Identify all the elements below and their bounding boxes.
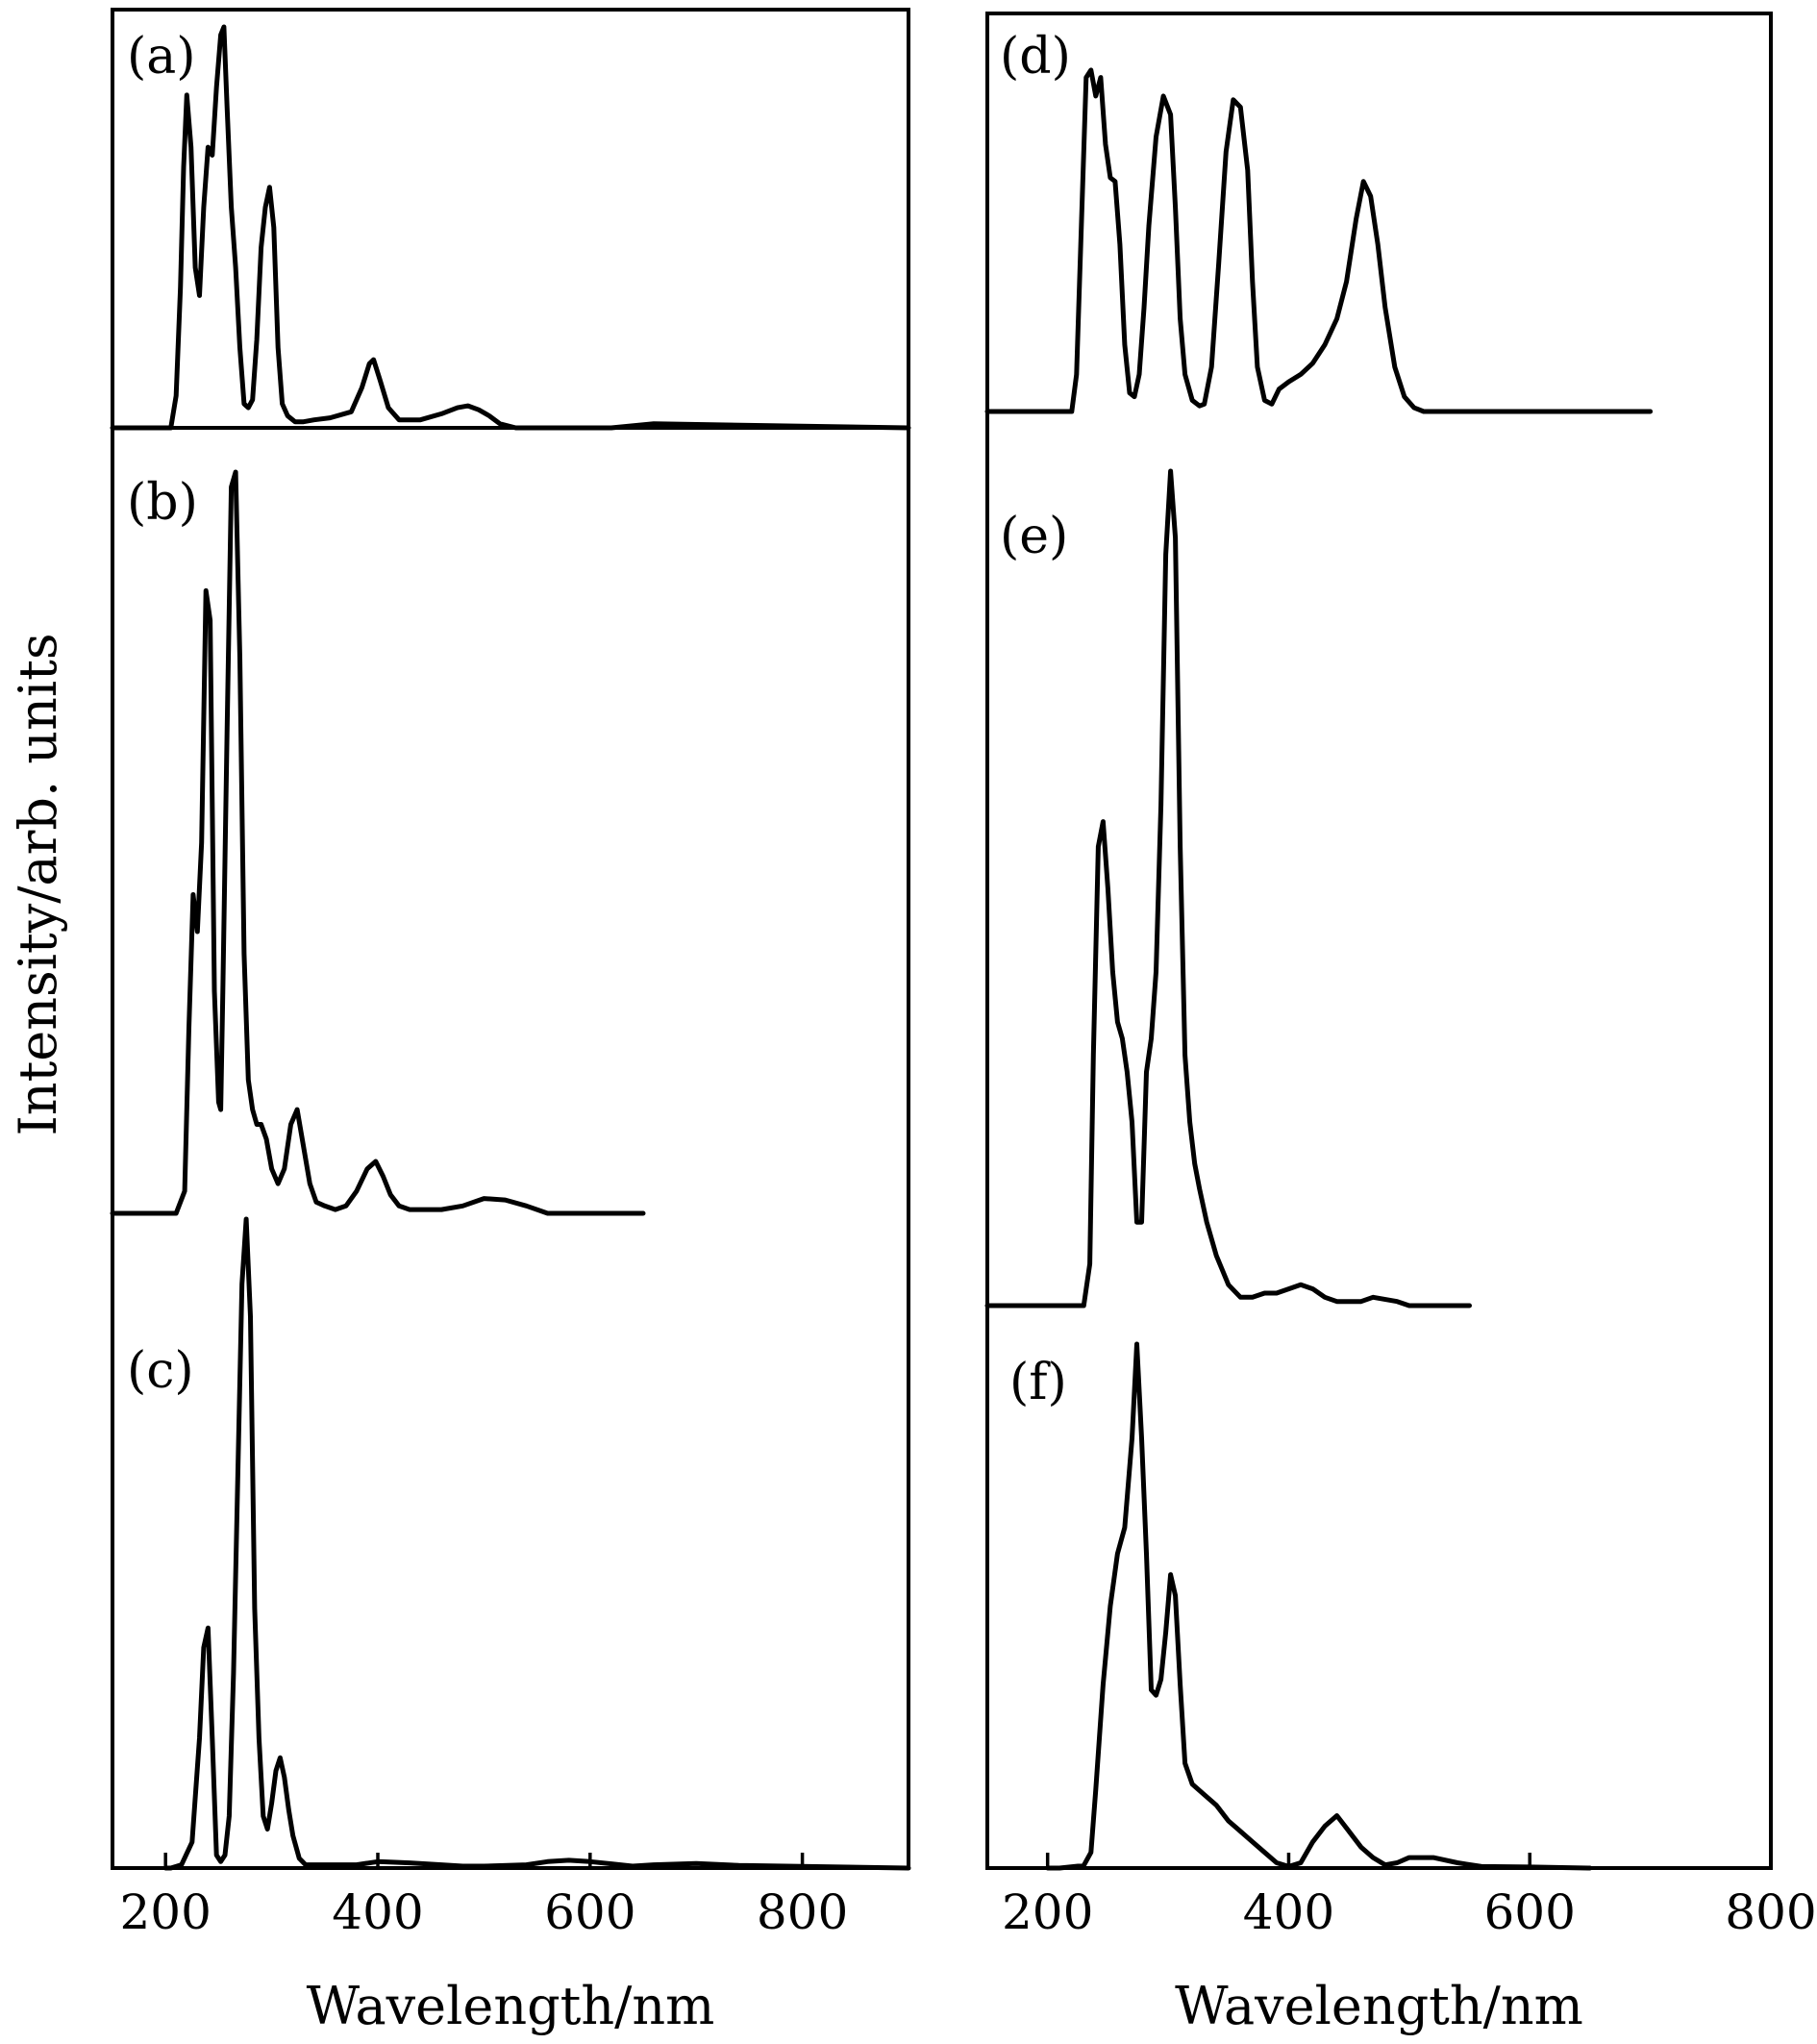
plot-frame (985, 12, 1773, 1870)
panel-label: (f) (1009, 1354, 1067, 1411)
x-axis-label: Wavelength/nm (1175, 1976, 1583, 2036)
spectrum-line (1045, 1341, 1593, 1871)
x-tick-label: 800 (757, 1884, 848, 1940)
x-tick-label: 600 (544, 1884, 635, 1940)
spectrum-line (162, 1216, 911, 1871)
x-tick-label: 600 (1484, 1884, 1576, 1940)
y-axis-label: Intensity/arb. units (8, 633, 68, 1135)
x-tick-label: 800 (1725, 1884, 1816, 1940)
left-column: 200 400 600 800 Wavelength/nm (a) (b) (c) (110, 8, 911, 2036)
spectrum-line (110, 24, 911, 431)
plot-frame (111, 8, 910, 1870)
x-axis-label: Wavelength/nm (307, 1976, 715, 2036)
x-tick-label: 200 (1002, 1884, 1093, 1940)
panel-label: (a) (127, 28, 196, 86)
x-tick-label: 200 (119, 1884, 211, 1940)
spectrum-line (984, 468, 1472, 1309)
panel-label: (d) (1000, 28, 1071, 86)
panel-label: (e) (1000, 508, 1068, 565)
x-tick-label: 400 (332, 1884, 423, 1940)
x-tick-label: 400 (1243, 1884, 1334, 1940)
panel-label: (c) (127, 1342, 194, 1400)
right-column: 200 400 600 800 Wavelength/nm (d) (e) (f) (984, 12, 1817, 2036)
spectrum-line (110, 469, 646, 1216)
spectrum-line (984, 67, 1654, 414)
panel-label: (b) (127, 474, 198, 532)
